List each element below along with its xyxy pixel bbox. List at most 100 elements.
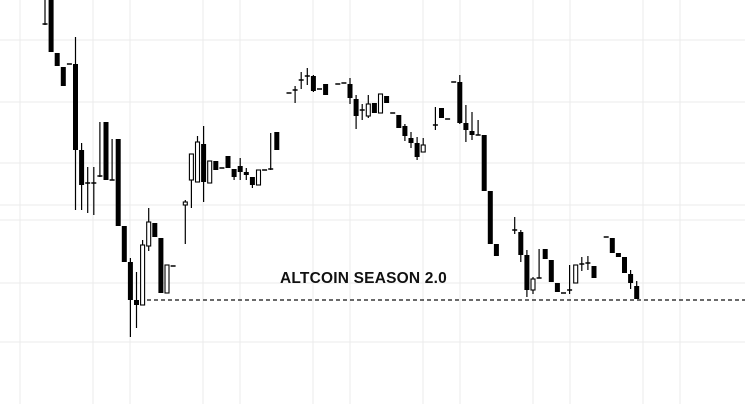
candle: [304, 68, 310, 85]
candle-body-doji: [42, 23, 48, 25]
candle-body-bearish: [609, 238, 615, 253]
candle-body-bullish: [146, 221, 152, 247]
candle-body-bearish: [402, 126, 408, 136]
candle: [603, 236, 609, 238]
candle: [121, 226, 127, 262]
candle-body-bearish: [439, 108, 444, 118]
candle-body-doji: [268, 168, 274, 170]
candle: [60, 67, 66, 86]
candle: [359, 104, 365, 120]
candle: [561, 292, 566, 294]
candle: [42, 0, 48, 25]
candle-body-doji: [170, 265, 176, 267]
candle: [243, 168, 249, 180]
candle-body-bullish: [182, 201, 188, 206]
candle: [182, 200, 188, 244]
candle: [390, 112, 396, 114]
candle: [140, 240, 146, 306]
candle: [152, 223, 158, 237]
candle: [115, 139, 121, 226]
candle-body-bearish: [103, 122, 109, 180]
candle-body-bearish: [60, 67, 66, 86]
candle-body-bearish: [158, 238, 164, 293]
candle: [158, 238, 164, 293]
candle: [402, 124, 408, 141]
candles: [42, 0, 640, 337]
candle-body-doji: [536, 277, 542, 279]
candle-body-doji: [390, 112, 396, 114]
candle: [91, 167, 97, 215]
candle: [634, 281, 640, 299]
candle: [609, 238, 615, 253]
candle-body-bearish: [634, 286, 640, 299]
candle: [194, 136, 201, 183]
candle-body-bullish: [194, 141, 201, 183]
candle: [615, 253, 621, 257]
candle-body-bearish: [134, 300, 139, 305]
candle: [48, 0, 54, 52]
candle-body-doji: [512, 229, 518, 231]
candle-body-doji: [475, 134, 481, 136]
candle-body-bullish: [207, 160, 213, 184]
candle: [292, 86, 298, 103]
candle: [201, 126, 207, 202]
candle: [457, 75, 463, 124]
candle: [542, 249, 548, 259]
candle-body-doji: [603, 236, 609, 238]
candle: [268, 133, 274, 170]
candle: [439, 108, 444, 118]
candle: [317, 88, 322, 90]
candle-body-bullish: [377, 93, 384, 114]
candle: [298, 72, 304, 89]
candle-body-doji: [91, 182, 97, 184]
candle-body-bullish: [140, 244, 146, 306]
candle: [408, 132, 414, 148]
candle-body-doji: [292, 89, 298, 91]
candle-body-doji: [219, 167, 225, 169]
candle-body-doji: [317, 88, 322, 90]
candle-body-doji: [561, 292, 566, 294]
candle-body-doji: [85, 182, 91, 184]
candle: [188, 153, 194, 208]
candle: [445, 118, 451, 120]
candle: [262, 169, 268, 171]
candle: [384, 96, 390, 103]
candle: [213, 161, 219, 170]
candle-body-bullish: [365, 103, 371, 117]
candle: [371, 103, 377, 113]
candle-body-bearish: [481, 135, 487, 191]
candle-body-bearish: [121, 226, 127, 262]
candle: [207, 160, 213, 184]
candle: [146, 208, 152, 251]
candle: [463, 105, 469, 142]
candle: [487, 191, 493, 244]
candle-body-bearish: [115, 139, 121, 226]
candle-body-bearish: [384, 96, 390, 103]
candle-body-bearish: [249, 177, 255, 185]
candle: [530, 277, 536, 294]
candle: [573, 264, 579, 284]
candle-body-doji: [286, 92, 292, 94]
candle-body-bearish: [518, 232, 524, 255]
candle-body-bearish: [554, 283, 560, 292]
candle-body-bearish: [353, 99, 359, 116]
candle: [97, 122, 103, 177]
candle: [469, 112, 475, 140]
candle: [66, 63, 72, 65]
candle: [323, 84, 329, 95]
candle-body-doji: [579, 263, 585, 265]
candle-body-bearish: [347, 84, 353, 98]
candle: [103, 122, 109, 180]
candle: [396, 115, 402, 128]
candle: [591, 266, 597, 278]
candle: [170, 265, 176, 267]
candle-body-bearish: [371, 103, 377, 113]
candle-body-doji: [97, 175, 103, 177]
candle: [451, 81, 457, 83]
candle-body-bullish: [573, 264, 579, 284]
candle: [73, 37, 78, 210]
candle-body-doji: [341, 82, 347, 84]
